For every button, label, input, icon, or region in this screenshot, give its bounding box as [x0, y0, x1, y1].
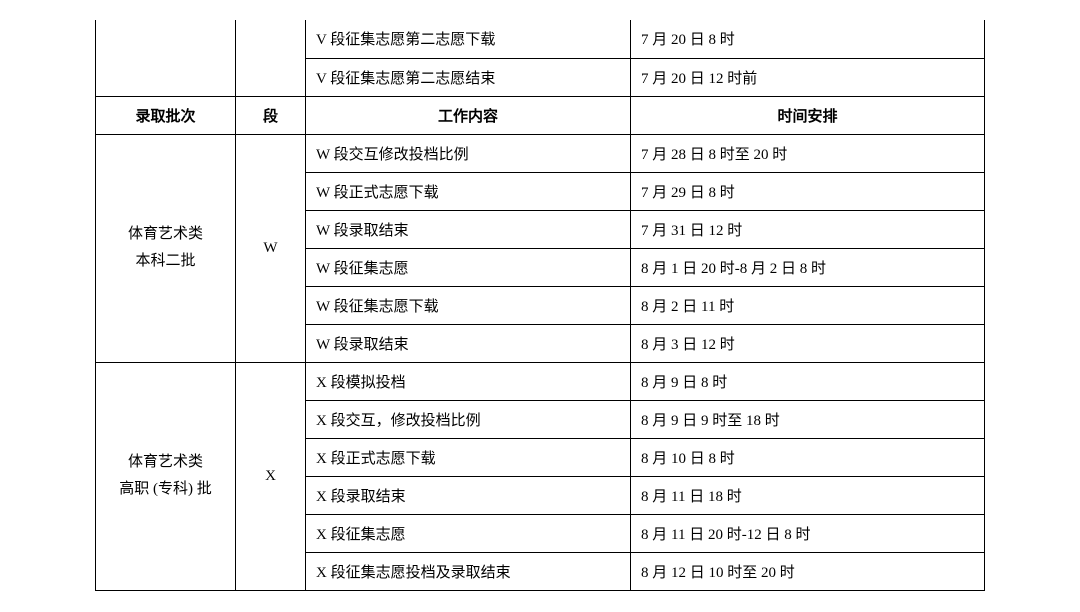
work-cell: W 段录取结束 — [306, 324, 631, 362]
time-cell: 7 月 28 日 8 时至 20 时 — [631, 134, 985, 172]
time-cell: 8 月 11 日 20 时-12 日 8 时 — [631, 514, 985, 552]
table-row: 体育艺术类高职 (专科) 批 X X 段模拟投档 8 月 9 日 8 时 — [96, 362, 985, 400]
time-cell: 7 月 20 日 12 时前 — [631, 58, 985, 96]
work-cell: X 段交互，修改投档比例 — [306, 400, 631, 438]
segment-cell: W — [236, 134, 306, 362]
work-cell: V 段征集志愿第二志愿下载 — [306, 20, 631, 58]
time-cell: 8 月 10 日 8 时 — [631, 438, 985, 476]
work-cell: W 段征集志愿 — [306, 248, 631, 286]
table-row: V 段征集志愿第二志愿下载 7 月 20 日 8 时 — [96, 20, 985, 58]
work-cell: X 段征集志愿投档及录取结束 — [306, 552, 631, 590]
work-cell: W 段征集志愿下载 — [306, 286, 631, 324]
work-cell: W 段正式志愿下载 — [306, 172, 631, 210]
time-cell: 8 月 9 日 8 时 — [631, 362, 985, 400]
table-header-row: 录取批次 段 工作内容 时间安排 — [96, 96, 985, 134]
time-cell: 8 月 12 日 10 时至 20 时 — [631, 552, 985, 590]
time-cell: 8 月 1 日 20 时-8 月 2 日 8 时 — [631, 248, 985, 286]
work-cell: X 段征集志愿 — [306, 514, 631, 552]
batch-cell: 体育艺术类高职 (专科) 批 — [96, 362, 236, 590]
work-cell: V 段征集志愿第二志愿结束 — [306, 58, 631, 96]
batch-cell-empty — [96, 20, 236, 96]
time-cell: 7 月 31 日 12 时 — [631, 210, 985, 248]
header-batch: 录取批次 — [96, 96, 236, 134]
table-body: V 段征集志愿第二志愿下载 7 月 20 日 8 时 V 段征集志愿第二志愿结束… — [96, 20, 985, 590]
header-segment: 段 — [236, 96, 306, 134]
time-cell: 7 月 20 日 8 时 — [631, 20, 985, 58]
segment-cell: X — [236, 362, 306, 590]
work-cell: X 段正式志愿下载 — [306, 438, 631, 476]
header-work: 工作内容 — [306, 96, 631, 134]
batch-cell: 体育艺术类本科二批 — [96, 134, 236, 362]
time-cell: 8 月 9 日 9 时至 18 时 — [631, 400, 985, 438]
time-cell: 8 月 2 日 11 时 — [631, 286, 985, 324]
segment-cell-empty — [236, 20, 306, 96]
header-time: 时间安排 — [631, 96, 985, 134]
work-cell: X 段模拟投档 — [306, 362, 631, 400]
time-cell: 8 月 11 日 18 时 — [631, 476, 985, 514]
time-cell: 7 月 29 日 8 时 — [631, 172, 985, 210]
time-cell: 8 月 3 日 12 时 — [631, 324, 985, 362]
table-row: 体育艺术类本科二批 W W 段交互修改投档比例 7 月 28 日 8 时至 20… — [96, 134, 985, 172]
work-cell: W 段交互修改投档比例 — [306, 134, 631, 172]
schedule-table: V 段征集志愿第二志愿下载 7 月 20 日 8 时 V 段征集志愿第二志愿结束… — [95, 20, 985, 591]
work-cell: W 段录取结束 — [306, 210, 631, 248]
work-cell: X 段录取结束 — [306, 476, 631, 514]
